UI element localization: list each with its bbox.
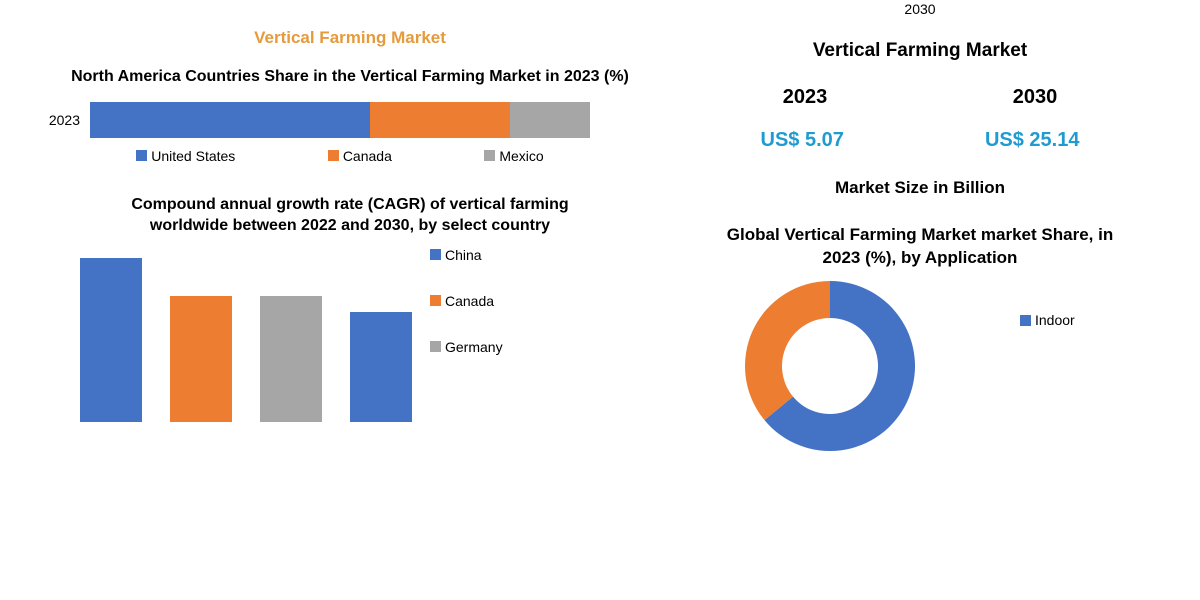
- cagr-chart: China Canada Germany: [70, 247, 630, 427]
- legend-label: China: [445, 247, 482, 263]
- market-val-row: US$ 5.07 US$ 25.14: [660, 129, 1180, 152]
- top-note: 2030: [660, 0, 1180, 18]
- donut-legend-item: Indoor: [1020, 312, 1075, 328]
- donut-svg: [740, 276, 920, 456]
- na-legend-item: Mexico: [484, 148, 543, 164]
- na-seg-canada: [370, 102, 510, 138]
- legend-swatch: [430, 341, 441, 352]
- legend-label: United States: [151, 148, 235, 164]
- cagr-legend-item: Canada: [430, 293, 503, 309]
- legend-label: Canada: [445, 293, 494, 309]
- market-size-caption: Market Size in Billion: [660, 178, 1180, 198]
- cagr-legend: China Canada Germany: [430, 247, 503, 355]
- donut-legend: Indoor: [1020, 312, 1075, 328]
- market-year-a: 2023: [783, 86, 828, 109]
- legend-swatch: [430, 249, 441, 260]
- donut-title: Global Vertical Farming Market market Sh…: [660, 224, 1180, 270]
- cagr-legend-item: China: [430, 247, 503, 263]
- na-seg-united-states: [90, 102, 370, 138]
- legend-swatch: [430, 295, 441, 306]
- market-year-row: 2023 2030: [660, 86, 1180, 109]
- cagr-bar-canada: [170, 296, 232, 422]
- legend-swatch: [136, 150, 147, 161]
- legend-label: Canada: [343, 148, 392, 164]
- legend-label: Indoor: [1035, 312, 1075, 328]
- cagr-bar-uk: [350, 312, 412, 421]
- cagr-bar-china: [80, 258, 142, 422]
- legend-label: Germany: [445, 339, 503, 355]
- market-val-a: US$ 5.07: [761, 129, 844, 152]
- na-seg-mexico: [510, 102, 590, 138]
- cagr-title: Compound annual growth rate (CAGR) of ve…: [70, 194, 630, 237]
- legend-swatch: [484, 150, 495, 161]
- cagr-bars: [80, 247, 412, 422]
- legend-swatch: [328, 150, 339, 161]
- right-title: Vertical Farming Market: [660, 40, 1180, 62]
- na-share-legend: United States Canada Mexico: [90, 148, 590, 164]
- na-share-bar: [90, 102, 590, 138]
- donut-slice-outdoor: [745, 281, 830, 420]
- cagr-legend-item: Germany: [430, 339, 503, 355]
- market-year-b: 2030: [1013, 86, 1058, 109]
- donut-chart: Indoor: [660, 276, 1180, 456]
- cagr-bar-germany: [260, 296, 322, 422]
- na-share-bar-row: 2023: [40, 102, 630, 138]
- na-legend-item: Canada: [328, 148, 392, 164]
- na-share-title: North America Countries Share in the Ver…: [70, 66, 630, 88]
- market-val-b: US$ 25.14: [985, 129, 1080, 152]
- legend-swatch: [1020, 315, 1031, 326]
- left-title: Vertical Farming Market: [70, 28, 630, 48]
- na-share-row-label: 2023: [40, 112, 90, 128]
- na-legend-item: United States: [136, 148, 235, 164]
- legend-label: Mexico: [499, 148, 543, 164]
